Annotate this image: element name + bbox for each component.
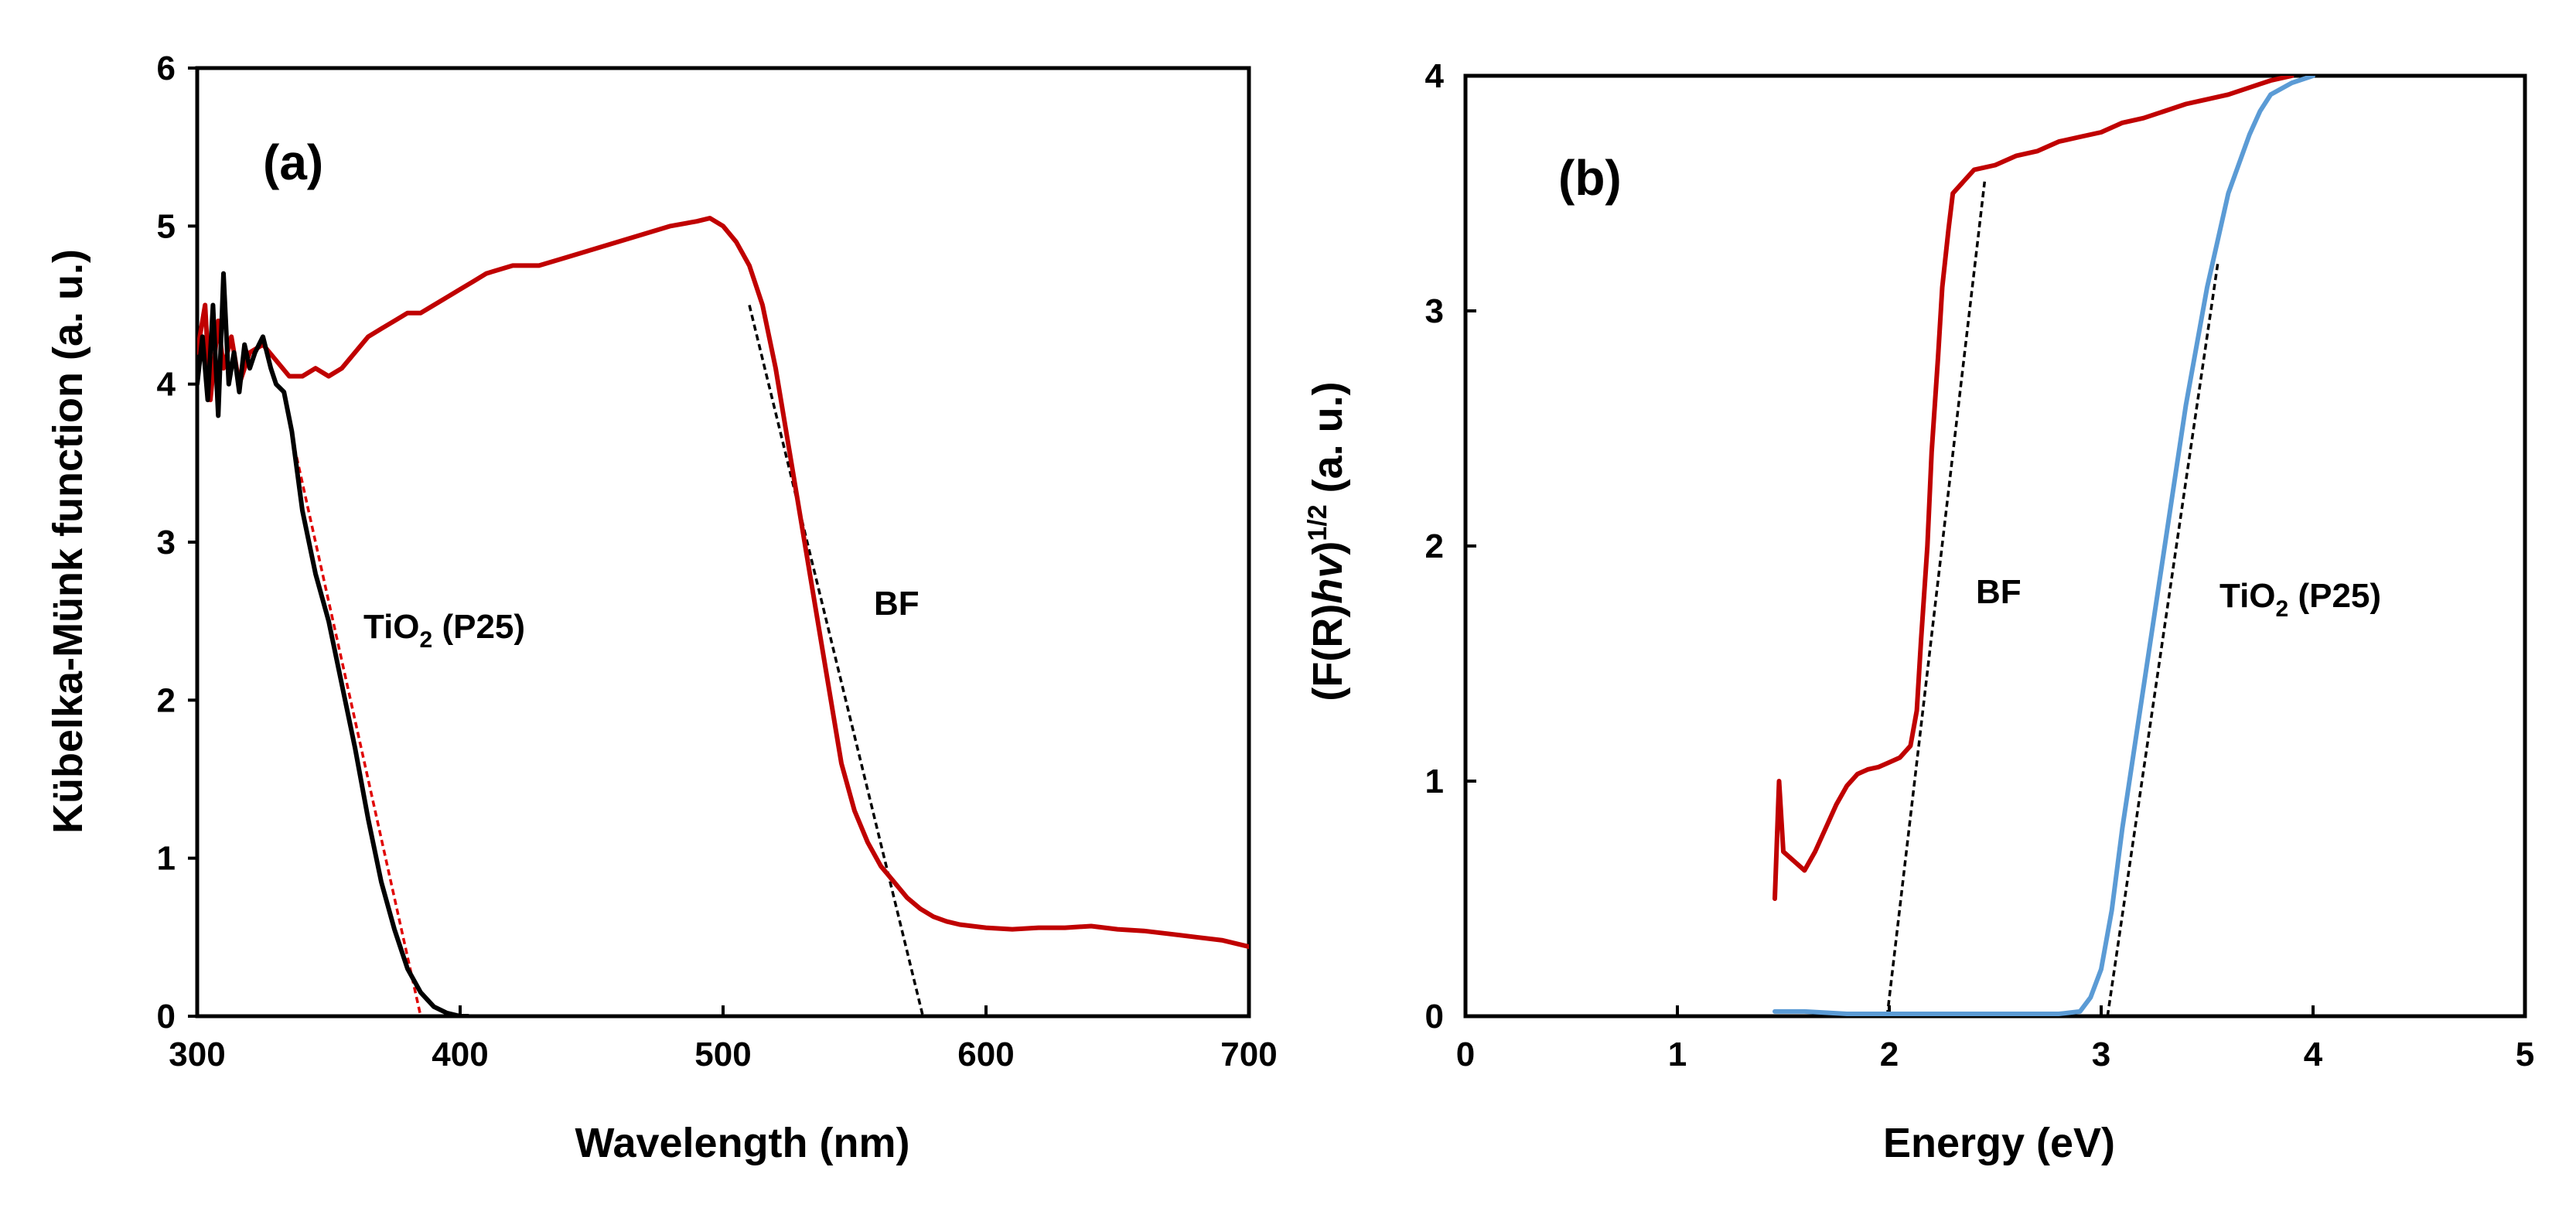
panel-b-x-tick-label: 1 bbox=[1668, 1036, 1687, 1073]
panel-a-annotation-bf: BF bbox=[874, 585, 920, 623]
panel-a-plot-frame bbox=[195, 66, 1251, 1019]
panel-b-label: (b) bbox=[1558, 150, 1622, 206]
panel-b-x-tick-label: 5 bbox=[2516, 1036, 2534, 1073]
panel-b-y-tick-label: 1 bbox=[1425, 763, 1444, 800]
panel-a-y-tick-label: 0 bbox=[157, 998, 176, 1036]
panel-b-annotation-tio2: TiO2 (P25) bbox=[2219, 577, 2381, 622]
panel-b-series-bf bbox=[1772, 76, 2295, 901]
panel-a-x-axis-title: Wavelength (nm) bbox=[575, 1120, 909, 1166]
panel-b-x-tick-label: 3 bbox=[2092, 1036, 2110, 1073]
panel-b-tangent-line bbox=[2106, 263, 2219, 1016]
panel-a-y-tick-label: 5 bbox=[157, 207, 176, 245]
panel-a-x-tick-label: 400 bbox=[432, 1036, 488, 1073]
panel-a-x-tick-label: 300 bbox=[169, 1036, 225, 1073]
panel-a-y-tick-label: 3 bbox=[157, 524, 176, 561]
panel-b-y-axis-title: (F(R)hv)1/2 (a. u.) bbox=[1303, 381, 1351, 701]
panel-b-tangent-line bbox=[1885, 181, 1987, 1016]
panel-a-annotation-tio2: TiO2 (P25) bbox=[363, 608, 525, 653]
panel-a-series-bf bbox=[197, 216, 1249, 950]
panel-b: (b) BF TiO2 (P25) Energy (eV) (F(R)hv)1/… bbox=[1303, 57, 2534, 1166]
panel-a: (a) TiO2 (P25) BF Wavelength (nm) Kübelk… bbox=[45, 49, 1278, 1166]
panel-b-y-tick-label: 2 bbox=[1425, 527, 1444, 565]
panel-b-annotation-bf: BF bbox=[1976, 573, 2022, 611]
panel-a-label: (a) bbox=[263, 135, 323, 190]
panel-a-y-tick-label: 4 bbox=[157, 366, 176, 404]
panel-b-y-tick-label: 4 bbox=[1425, 57, 1445, 95]
panel-a-series-tio2 bbox=[197, 271, 471, 1016]
panel-b-y-tick-label: 0 bbox=[1425, 998, 1444, 1036]
panel-a-y-tick-label: 6 bbox=[157, 49, 176, 87]
panel-a-tangent-line bbox=[748, 305, 925, 1016]
panel-a-y-tick-label: 2 bbox=[157, 681, 176, 719]
panel-a-y-axis-title: Kübelka-Münk function (a. u.) bbox=[45, 249, 91, 834]
panel-a-x-tick-label: 700 bbox=[1220, 1036, 1277, 1073]
panel-b-x-tick-label: 0 bbox=[1456, 1036, 1475, 1073]
panel-b-y-tick-label: 3 bbox=[1425, 292, 1444, 330]
panel-b-x-tick-label: 4 bbox=[2304, 1036, 2323, 1073]
panel-b-x-tick-label: 2 bbox=[1880, 1036, 1899, 1073]
panel-a-tangent-line bbox=[293, 447, 422, 1016]
panel-b-series-tio2 bbox=[1772, 76, 2315, 1016]
panel-a-y-tick-label: 1 bbox=[157, 840, 176, 878]
panel-b-x-axis-title: Energy (eV) bbox=[1883, 1120, 2115, 1166]
panel-a-x-tick-label: 500 bbox=[694, 1036, 751, 1073]
panel-a-x-tick-label: 600 bbox=[957, 1036, 1014, 1073]
panel-b-plot-frame bbox=[1463, 73, 2527, 1019]
